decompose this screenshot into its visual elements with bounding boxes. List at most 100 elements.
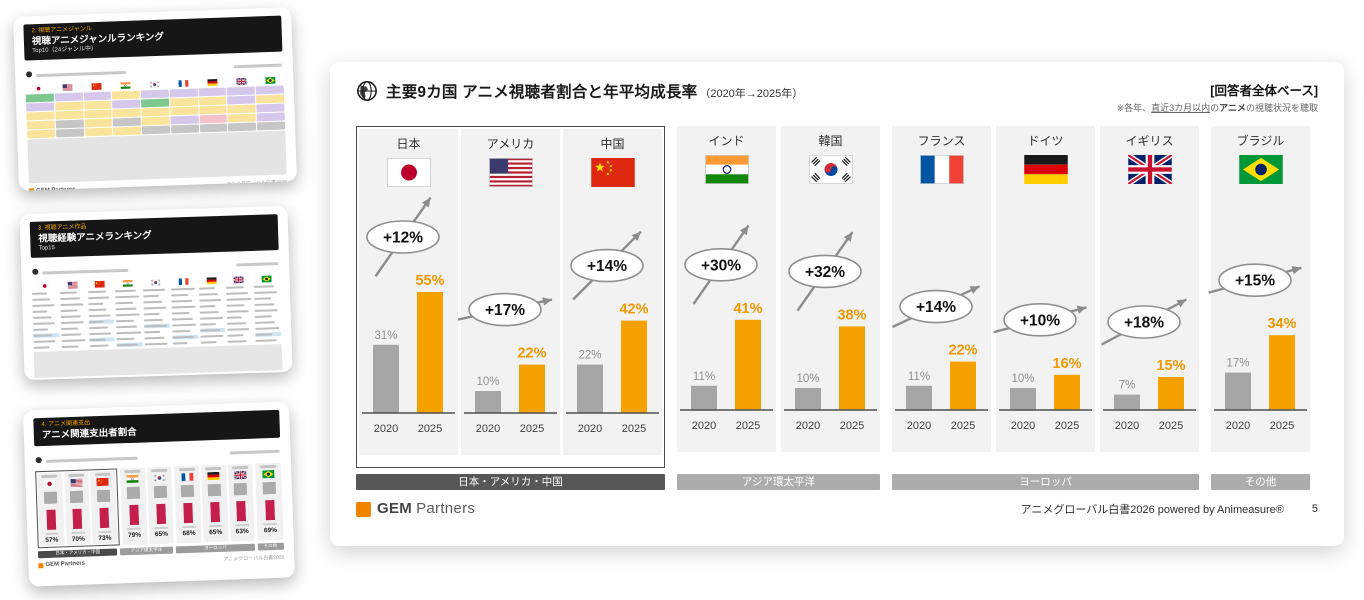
growth-badge [366,220,440,254]
ranking-cell [142,288,169,293]
genre-cell [112,117,142,127]
region-group-label: ヨーロッパ [892,474,1199,490]
flag-jp-icon [33,85,45,93]
ranking-cell [226,285,252,290]
page-number: 5 [1311,503,1318,515]
year-label-2025: 2025 [840,420,864,432]
flag-us-icon [62,84,73,92]
gem-logo-text: GEM Partners [36,186,76,191]
country-chart-jp: +12% 31% 55% 2020 2025 [362,197,455,435]
flag-fr-icon [178,278,189,286]
year-label-2020: 2020 [1115,420,1139,432]
spender-block [99,507,110,528]
slide-thumbnail-title-ranking[interactable]: 3. 視聴アニメ作品 視聴経験アニメランキング Top15 GEM Partne… [19,205,293,381]
bar-2025 [1158,377,1184,410]
ranking-cell [254,284,280,289]
bar-2020 [577,364,603,413]
region-group: 日本 +12% 31% 55% 2020 2025 アメリカ +17% 10% … [356,126,665,490]
value-label-2020: 10% [796,373,819,385]
ranking-cell [88,319,115,325]
ranking-cell [60,302,86,307]
spender-block [210,501,220,522]
ranking-cell [172,341,198,346]
growth-badge [570,248,644,283]
country-chart-us: +17% 10% 22% 2020 2025 [457,292,557,435]
spend-column-de: 65% [201,464,229,542]
growth-badge [684,248,758,282]
non-spender-block [180,484,195,497]
ranking-cell [60,326,87,331]
thumb3-region-group: 57% 70% 73% [35,468,120,548]
growth-arrowhead [421,197,431,208]
slide-footer: GEM Partners アニメグローバル白書2026 powered by An… [356,500,1318,518]
value-label-2020: 31% [374,330,397,342]
genre-cell [55,110,84,120]
ranking-cell [144,342,171,347]
flag-jp-icon [386,157,431,187]
genre-cell [257,121,286,131]
ranking-cell [171,305,197,310]
base-note: [回答者全体ベース] [1210,84,1318,98]
thumbnail-1-empty-rows [27,130,287,184]
genre-cell [84,127,113,137]
ranking-cell [198,286,224,291]
spend-percentage: 79% [127,531,142,539]
ranking-cell [254,314,281,319]
bar-2020 [795,388,821,410]
ranking-cell [172,334,199,340]
slide-thumbnail-genre-ranking[interactable]: 2. 視聴アニメジャンル 視聴アニメジャンルランキング Top10（24ジャンル… [13,7,297,191]
non-spender-block [126,486,140,499]
bar-2020 [906,385,932,410]
main-slide: 主要9カ国 アニメ視聴者割合と年平均成長率 （2020年→2025年） [回答者全… [330,62,1344,546]
genre-cell [228,113,257,123]
thumb3-region-group: 68% 65% 63% [174,463,255,543]
value-label-2020: 10% [1011,373,1034,385]
spend-column-gb: 63% [227,463,255,542]
flag-de-icon [1023,154,1068,184]
ranking-cell [88,313,114,318]
year-label-2020: 2020 [692,420,716,432]
country-panel-gb: イギリス +18% 7% 15% 2020 2025 [1100,126,1199,452]
value-label-2020: 17% [1226,358,1249,370]
genre-cell [199,123,228,133]
spend-percentage: 65% [154,530,169,538]
slide-title-suffix: （2020年→2025年） [699,88,804,100]
bar-2020 [373,344,399,413]
country-panel-kr: 韓国 +32% 10% 38% 2020 2025 [781,126,880,452]
ranking-cell [116,330,143,335]
growth-label: +30% [701,257,741,274]
ranking-cell [143,294,169,299]
thumbnail-2-empty-rows [33,344,283,378]
ranking-cell [32,315,59,320]
ranking-cell [143,300,169,305]
ranking-cell [200,340,226,345]
bar-2025 [1054,374,1080,410]
growth-arrowhead [1076,305,1087,314]
ranking-cell [33,345,60,350]
flag-cn-icon [96,477,110,486]
genre-cell [198,87,227,97]
globe-icon [32,268,39,275]
spend-column-jp: 57% [37,472,65,546]
flag-gb-icon [234,470,247,479]
ranking-cell [227,327,254,332]
ranking-cell [32,303,58,308]
flag-cn-icon [95,280,106,288]
spend-percentage: 68% [182,529,196,537]
ranking-cell [88,337,115,343]
genre-cell [141,107,170,117]
spend-percentage: 69% [263,526,278,534]
ranking-cell [33,339,59,344]
value-label-2020: 11% [908,371,930,383]
genre-cell [112,99,141,109]
ranking-cell [144,336,170,341]
caption-line [36,70,127,78]
non-spender-block [207,483,221,496]
value-label-2025: 38% [837,307,866,323]
non-spender-block [43,491,58,504]
ranking-cell [199,304,225,309]
slide-thumbnail-spending-share[interactable]: 4. アニメ関連支出 アニメ関連支出者割合 57% 70% [23,401,295,587]
flag-in-icon [120,82,131,90]
globe-icon [357,81,377,101]
thumbnail-1-inner: 2. 視聴アニメジャンル 視聴アニメジャンルランキング Top10（24ジャンル… [13,7,297,191]
